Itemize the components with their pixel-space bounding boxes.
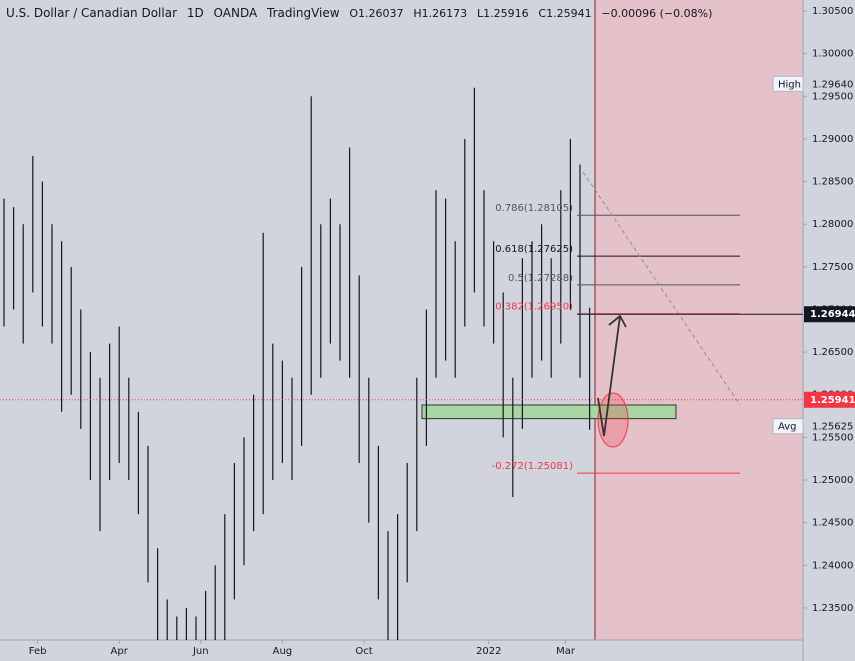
- arrow-head: [608, 314, 627, 328]
- header: U.S. Dollar / Canadian Dollar 1D OANDA T…: [6, 6, 718, 20]
- marker-value: 1.29640: [812, 79, 853, 90]
- exchange: OANDA: [213, 6, 258, 20]
- highlight-circle: [597, 392, 629, 448]
- y-tick-label: 1.26500: [812, 347, 853, 358]
- y-tick-label: 1.25500: [812, 432, 853, 443]
- y-tick-label: 1.27500: [812, 262, 853, 273]
- y-tick-label: 1.29500: [812, 91, 853, 102]
- support-zone: [421, 404, 677, 420]
- source: TradingView: [267, 6, 340, 20]
- fib-label: 0.382(1.26950): [495, 302, 573, 313]
- price-axis: [803, 0, 855, 661]
- symbol: U.S. Dollar / Canadian Dollar: [6, 6, 178, 20]
- y-tick-label: 1.29000: [812, 134, 853, 145]
- marker-box: [772, 418, 804, 435]
- y-tick-label: 1.24000: [812, 560, 853, 571]
- marker-name: High: [778, 79, 801, 90]
- y-tick-label: 1.30500: [812, 6, 853, 17]
- open: O1.26037: [349, 7, 404, 20]
- x-tick-label: Mar: [556, 646, 576, 657]
- x-tick-label: Oct: [355, 646, 372, 657]
- low: L1.25916: [476, 7, 529, 20]
- trend-line: [582, 171, 741, 406]
- y-tick-label: 1.28500: [812, 177, 853, 188]
- marker-name: Avg: [778, 422, 797, 433]
- close: C1.25941: [538, 7, 592, 20]
- y-tick-label: 1.25000: [812, 475, 853, 486]
- fib-label: 0.5(1.27288): [508, 273, 573, 284]
- price-tag: [804, 306, 855, 323]
- high: H1.26173: [413, 7, 468, 20]
- y-tick-label: 1.23500: [812, 603, 853, 614]
- forecast-region: [595, 0, 803, 640]
- fib-label: 0.786(1.28105): [495, 203, 573, 214]
- interval: 1D: [186, 6, 204, 20]
- price-tag-label: 1.26944: [810, 309, 855, 320]
- marker-box: [772, 75, 804, 92]
- y-tick-label: 1.30000: [812, 49, 853, 60]
- arrow: [597, 315, 621, 437]
- y-tick-label: 1.24500: [812, 518, 853, 529]
- y-tick-label: 1.28000: [812, 219, 853, 230]
- fib-label: -0.272(1.25081): [492, 461, 573, 472]
- x-tick-label: Aug: [273, 646, 293, 657]
- x-tick-label: Feb: [29, 646, 47, 657]
- marker-value: 1.25625: [812, 422, 853, 433]
- x-tick-label: 2022: [476, 646, 501, 657]
- x-tick-label: Jun: [192, 646, 209, 657]
- x-tick-label: Apr: [111, 646, 129, 657]
- change: −0.00096 (−0.08%): [601, 7, 713, 20]
- fib-label: 0.618(1.27625): [495, 244, 573, 255]
- price-tag: [804, 391, 855, 408]
- price-tag-label: 1.25941: [810, 395, 855, 406]
